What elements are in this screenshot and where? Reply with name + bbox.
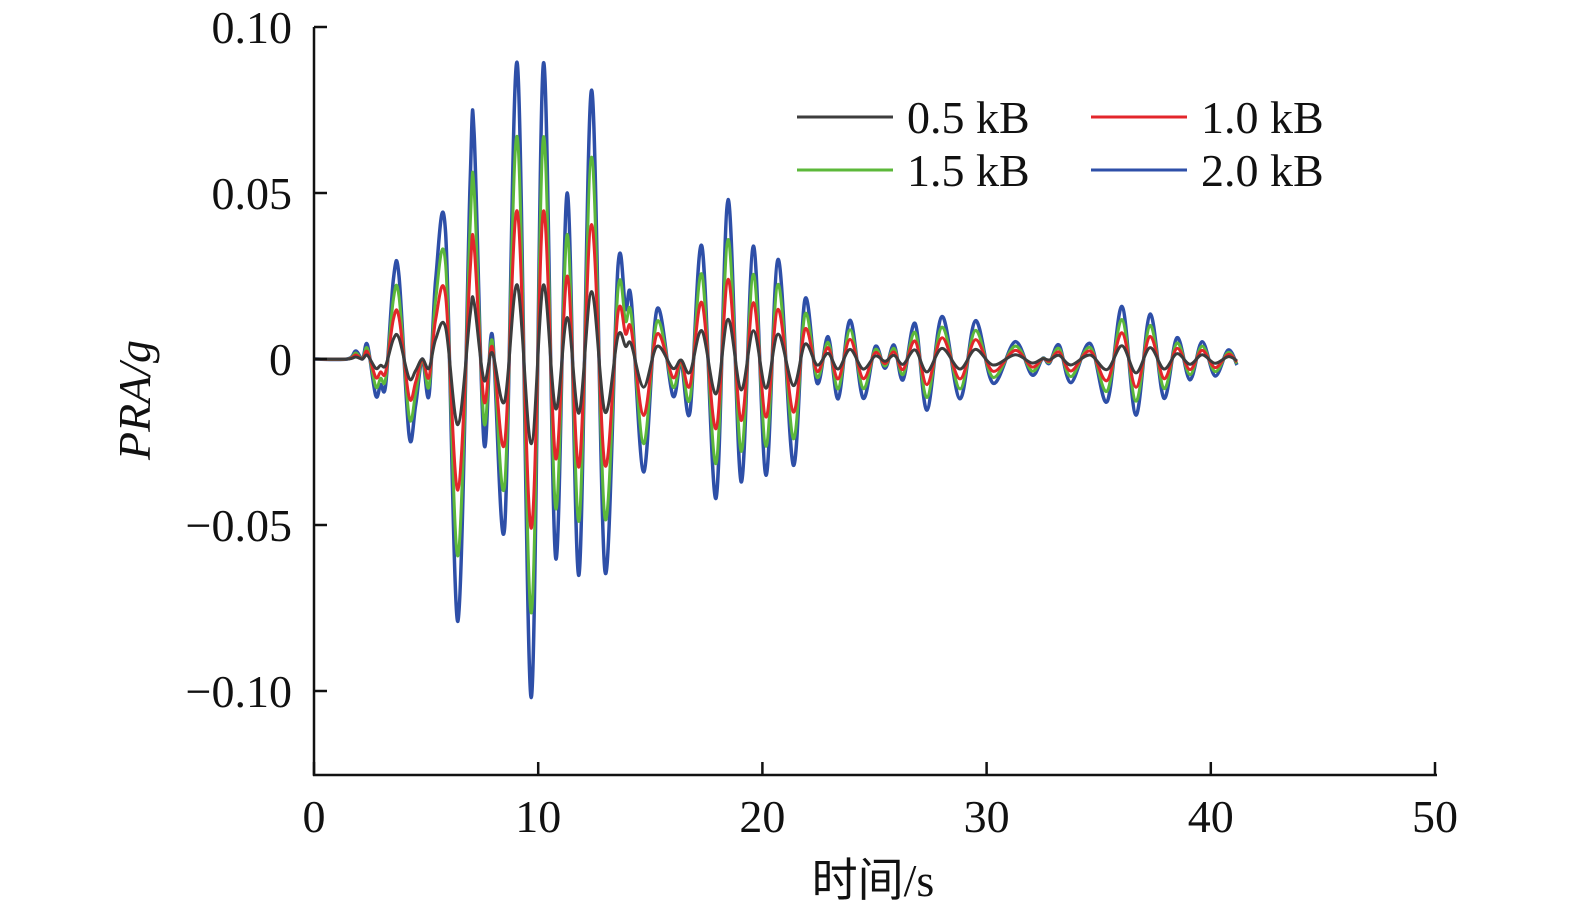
x-tick-label: 50 (1412, 791, 1458, 842)
y-tick-label: 0.10 (212, 2, 293, 53)
x-tick-label: 10 (515, 791, 561, 842)
y-tick-label: −0.05 (186, 500, 292, 551)
y-tick-label: 0.05 (212, 168, 293, 219)
legend-item: 1.0 kB (1091, 92, 1324, 143)
legend-label: 2.0 kB (1201, 145, 1324, 196)
legend-label: 1.5 kB (907, 145, 1030, 196)
legend-item: 0.5 kB (797, 92, 1030, 143)
x-tick-label: 30 (964, 791, 1010, 842)
x-axis-title: 时间/s (812, 855, 935, 906)
legend-item: 1.5 kB (797, 145, 1030, 196)
x-tick-label: 40 (1188, 791, 1234, 842)
y-tick-label: 0 (269, 334, 292, 385)
series-layer (313, 60, 1239, 700)
x-tick-label: 0 (303, 791, 326, 842)
legend-item: 2.0 kB (1091, 145, 1324, 196)
y-axis-title: PRA/g (109, 340, 160, 461)
legend: 0.5 kB 1.0 kB 1.5 kB 2.0 kB (797, 92, 1324, 196)
legend-label: 1.0 kB (1201, 92, 1324, 143)
axes (312, 27, 1437, 777)
ticks: 0 10 20 30 40 50 0.10 0.05 0 −0.05 −0.10 (186, 2, 1458, 842)
series-line-0-5-kb (313, 283, 1238, 446)
y-tick-label: −0.10 (186, 666, 292, 717)
x-tick-label: 20 (739, 791, 785, 842)
legend-label: 0.5 kB (907, 92, 1030, 143)
